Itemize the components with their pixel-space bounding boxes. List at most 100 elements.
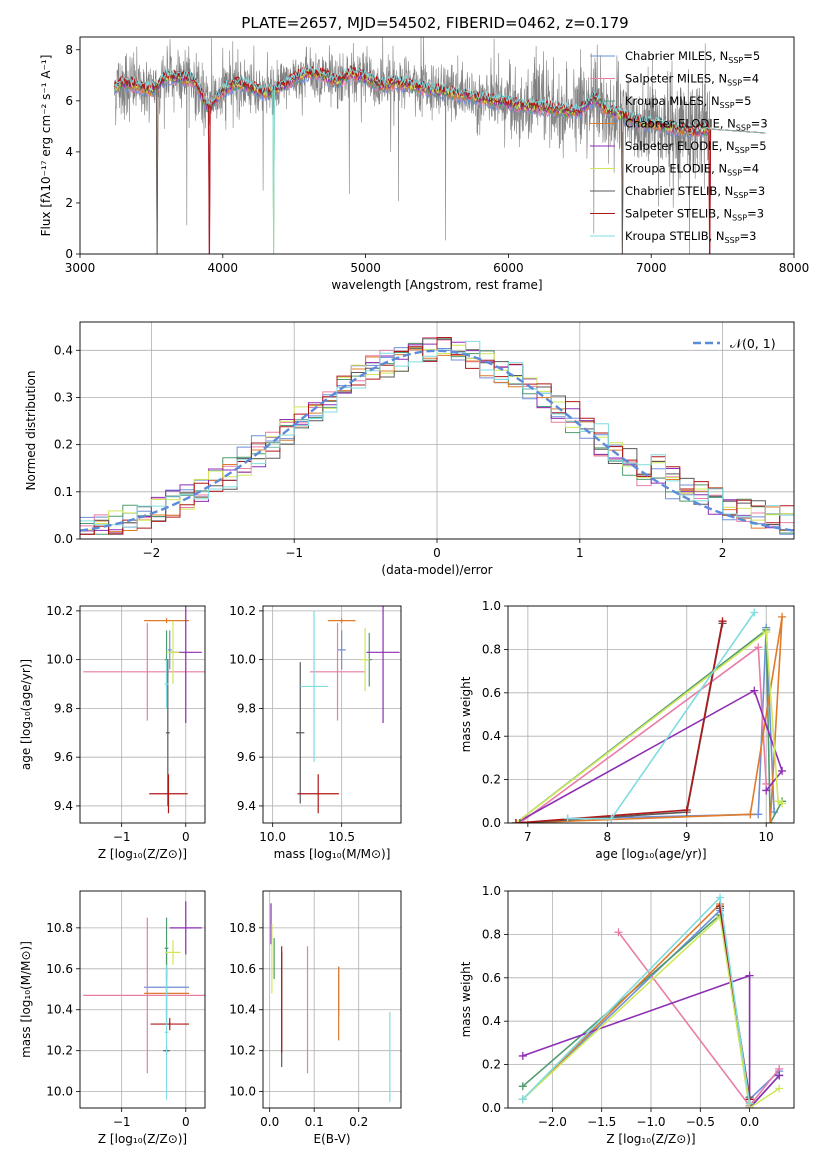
legend-subscript: SSP <box>735 146 750 155</box>
errorbar-point <box>150 1017 189 1031</box>
x-axis-label: mass [log₁₀(M/M⊙)] <box>274 847 391 861</box>
errorbar-point <box>296 662 305 804</box>
y-tick-label: 9.4 <box>237 799 256 813</box>
y-tick-label: 0 <box>65 247 73 261</box>
legend-count: =5 <box>743 49 760 63</box>
y-tick-label: 10.8 <box>229 921 256 935</box>
y-tick-label: 1.0 <box>482 884 501 898</box>
legend-label: Chabrier MILES, N <box>625 49 728 63</box>
mass-weight-line <box>567 612 755 820</box>
x-tick-label: 5000 <box>350 261 381 275</box>
y-tick-label: 9.8 <box>54 701 73 715</box>
x-tick-label: 7 <box>524 830 532 844</box>
mass-weight-marker <box>762 786 771 795</box>
legend-entry: Salpeter STELIB, NSSP=3 <box>625 207 764 223</box>
legend-count: =5 <box>750 139 767 153</box>
residual_hist-plot-area <box>80 337 794 535</box>
legend-label: Salpeter STELIB, N <box>625 207 732 221</box>
mass_weight_vs_age-axes: 7 8 9 10 0.0 0.2 0.4 0.6 0.8 1.0 age [log₁₀(age/yr… <box>459 599 795 861</box>
x-tick-label: 0.2 <box>349 1115 368 1129</box>
spectrum-frame <box>79 36 795 255</box>
legend-entry: Chabrier STELIB, NSSP=3 <box>625 184 765 200</box>
mass_weight_vs_Z-axes: −2.0 −1.5 −1.0 −0.5 0.0 0.0 0.2 0.4 0.6 0.8 1.0 Z [… <box>459 884 795 1146</box>
model-spectrum-line <box>113 65 766 254</box>
histogram-series <box>80 340 794 528</box>
y-tick-label: 10.6 <box>229 962 256 976</box>
errorbar-point <box>167 630 172 670</box>
y-tick-label: 10.2 <box>46 1044 73 1058</box>
mass-weight-marker <box>518 1051 527 1060</box>
mass-weight-marker <box>754 810 763 819</box>
y-tick-label: 8 <box>65 43 73 57</box>
spectrum-plot-area <box>113 37 766 254</box>
x-tick-label: −2.0 <box>538 1115 567 1129</box>
x-tick-label: 3000 <box>65 261 96 275</box>
legend-count: =3 <box>751 117 768 131</box>
legend-subscript: SSP <box>727 169 742 178</box>
errorbar-point <box>144 618 189 624</box>
mass-weight-line <box>515 689 784 823</box>
legend-count: =3 <box>747 207 764 221</box>
mass-weight-marker <box>682 805 691 814</box>
mass_vs_Z-plot-area <box>83 901 205 1100</box>
y-tick-label: 0.0 <box>482 816 501 830</box>
y-tick-label: 0.3 <box>54 390 73 404</box>
mass-weight-marker <box>518 1082 527 1091</box>
mass-weight-line <box>519 623 724 823</box>
legend-count: =4 <box>742 72 759 86</box>
y-axis-label: mass weight <box>459 676 473 752</box>
legend-subscript: SSP <box>727 79 742 88</box>
x-axis-label: wavelength [Angstrom, rest frame] <box>331 278 542 292</box>
y-tick-label: 2 <box>65 196 73 210</box>
mass-weight-marker <box>766 819 775 823</box>
x-tick-label: −0.5 <box>686 1115 715 1129</box>
y-axis-label: Flux [fλ10⁻¹⁷ erg cm⁻² s⁻¹ A⁻¹] <box>39 55 53 237</box>
x-axis-label: E(B-V) <box>313 1132 350 1146</box>
x-tick-label: 8000 <box>779 261 810 275</box>
mass-weight-line <box>515 621 724 823</box>
age_vs_mass-frame <box>262 605 402 824</box>
x-tick-label: −1 <box>285 546 303 560</box>
y-tick-label: 0.4 <box>482 1014 501 1028</box>
x-tick-label: −1 <box>113 830 131 844</box>
errorbar-point <box>309 623 366 721</box>
age_vs_Z-plot-area <box>83 606 205 814</box>
legend-subscript: SSP <box>732 214 747 223</box>
mass_vs_Z-axes: −1 0 10.0 10.2 10.4 10.6 10.8 Z [log₁₀(Z/Z⊙)] ma… <box>19 890 206 1146</box>
mass-weight-marker <box>515 819 524 823</box>
x-tick-label: 0.0 <box>740 1115 759 1129</box>
y-tick-label: 10.2 <box>46 604 73 618</box>
y-tick-label: 10.0 <box>46 1085 73 1099</box>
legend-label: Chabrier STELIB, N <box>625 184 733 198</box>
x-tick-label: 7000 <box>636 261 667 275</box>
mass-weight-marker <box>746 810 755 819</box>
x-axis-label: Z [log₁₀(Z/Z⊙)] <box>98 847 187 861</box>
x-tick-label: 2 <box>719 546 727 560</box>
age_vs_mass-plot-area <box>296 606 400 814</box>
mass-weight-line <box>519 645 767 823</box>
y-tick-label: 6 <box>65 94 73 108</box>
x-tick-label: 9 <box>683 830 691 844</box>
x-axis-label: age [log₁₀(age/yr)] <box>595 847 706 861</box>
errorbar-point <box>164 659 169 709</box>
mass-weight-line <box>515 628 783 823</box>
x-tick-label: 4000 <box>208 261 239 275</box>
x-tick-label: −1.5 <box>587 1115 616 1129</box>
y-tick-label: 0.6 <box>482 971 501 985</box>
legend-entry: Salpeter MILES, NSSP=4 <box>625 72 759 88</box>
mass-weight-marker <box>778 766 787 775</box>
errorbar-point <box>169 901 202 955</box>
mass-weight-marker <box>750 608 759 617</box>
legend-subscript: SSP <box>736 124 751 133</box>
x-tick-label: 0 <box>433 546 441 560</box>
legend-entry: Chabrier ELODIE, NSSP=3 <box>625 117 768 133</box>
errorbar-point <box>360 627 370 692</box>
y-tick-label: 0.0 <box>54 532 73 546</box>
y-tick-label: 9.4 <box>54 799 73 813</box>
x-tick-label: −1 <box>113 1115 131 1129</box>
x-tick-label: 10.0 <box>259 830 286 844</box>
legend-count: =5 <box>735 94 752 108</box>
y-axis-label: mass weight <box>459 961 473 1037</box>
mass-weight-line <box>522 915 780 1108</box>
